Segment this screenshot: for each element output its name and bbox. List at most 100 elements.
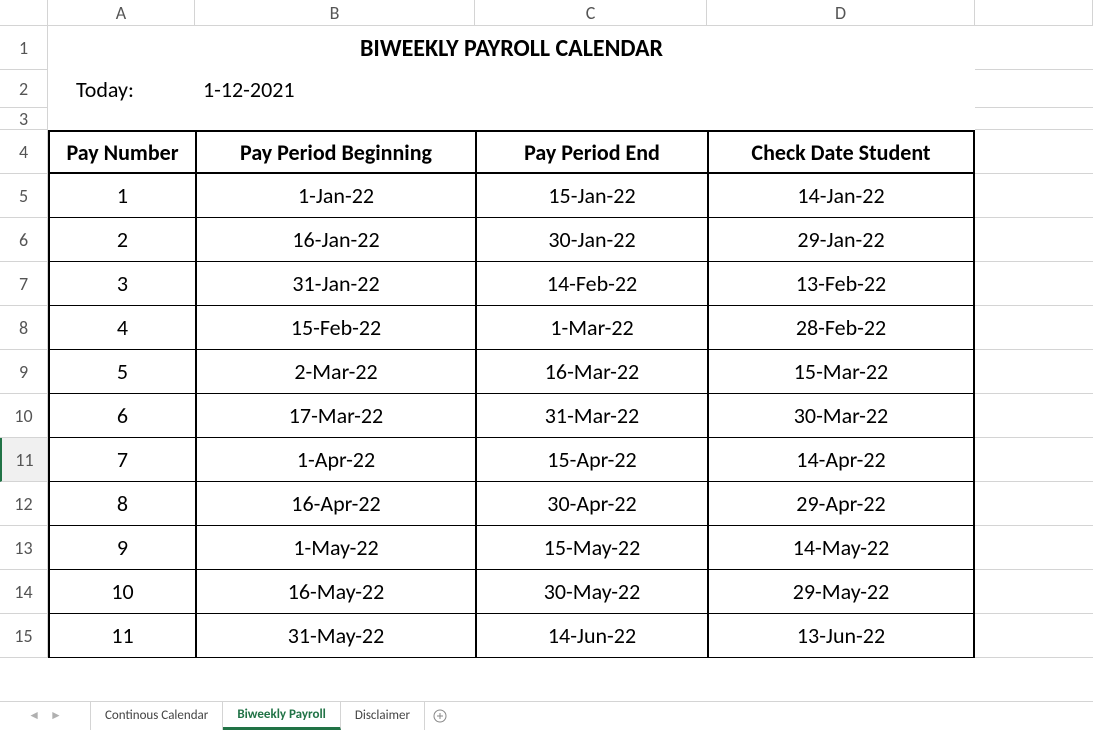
table-cell[interactable]: 16-Mar-22	[475, 350, 707, 394]
column-header-B[interactable]: B	[195, 0, 475, 26]
table-cell[interactable]: 30-Jan-22	[475, 218, 707, 262]
table-cell[interactable]: 14-Jan-22	[707, 174, 975, 218]
table-cell[interactable]: 16-Apr-22	[195, 482, 475, 526]
table-cell[interactable]: 1-Mar-22	[475, 306, 707, 350]
table-cell[interactable]: 17-Mar-22	[195, 394, 475, 438]
table-cell[interactable]: 1	[48, 174, 195, 218]
sheet-tab[interactable]: Disclaimer	[341, 702, 425, 730]
column-header-C[interactable]: C	[475, 0, 707, 26]
empty-cell	[975, 526, 1093, 570]
table-cell[interactable]: 30-Apr-22	[475, 482, 707, 526]
grid-row: 1391-May-2215-May-2214-May-22	[0, 526, 1093, 570]
empty-cell	[975, 306, 1093, 350]
empty-cell	[48, 108, 975, 130]
grid-row: 6216-Jan-2230-Jan-2229-Jan-22	[0, 218, 1093, 262]
empty-cell	[975, 438, 1093, 482]
table-cell[interactable]: 28-Feb-22	[707, 306, 975, 350]
row-header-10[interactable]: 10	[0, 394, 48, 438]
tab-nav-arrows[interactable]: ◄ ►	[0, 708, 90, 723]
tabs-host: Continous CalendarBiweekly PayrollDiscla…	[90, 702, 425, 730]
row-header-6[interactable]: 6	[0, 218, 48, 262]
empty-cell	[975, 174, 1093, 218]
table-cell[interactable]: 6	[48, 394, 195, 438]
select-all-corner[interactable]	[0, 0, 48, 26]
grid-row: 10617-Mar-2231-Mar-2230-Mar-22	[0, 394, 1093, 438]
empty-cell	[975, 70, 1093, 108]
table-cell[interactable]: 30-May-22	[475, 570, 707, 614]
grid-row: 3	[0, 108, 1093, 130]
table-cell[interactable]: 15-Jan-22	[475, 174, 707, 218]
table-cell[interactable]: 14-Apr-22	[707, 438, 975, 482]
table-cell[interactable]: 7	[48, 438, 195, 482]
table-cell[interactable]: 9	[48, 526, 195, 570]
table-cell[interactable]: 1-Jan-22	[195, 174, 475, 218]
table-cell[interactable]: 31-Jan-22	[195, 262, 475, 306]
table-cell[interactable]: 15-Feb-22	[195, 306, 475, 350]
table-cell[interactable]: 3	[48, 262, 195, 306]
row-header-14[interactable]: 14	[0, 570, 48, 614]
table-cell[interactable]: 30-Mar-22	[707, 394, 975, 438]
table-cell[interactable]: 14-Jun-22	[475, 614, 707, 658]
empty-cell	[975, 130, 1093, 174]
row-header-15[interactable]: 15	[0, 614, 48, 658]
grid-row: 2Today:1-12-2021	[0, 70, 1093, 108]
table-cell[interactable]: 8	[48, 482, 195, 526]
table-cell[interactable]: 29-May-22	[707, 570, 975, 614]
add-sheet-button[interactable]	[425, 709, 455, 723]
row-header-1[interactable]: 1	[0, 26, 48, 70]
table-cell[interactable]: 31-May-22	[195, 614, 475, 658]
row-header-8[interactable]: 8	[0, 306, 48, 350]
table-cell[interactable]: 15-Mar-22	[707, 350, 975, 394]
row-header-3[interactable]: 3	[0, 108, 48, 130]
row-header-4[interactable]: 4	[0, 130, 48, 174]
table-cell[interactable]: 4	[48, 306, 195, 350]
grid-row: 7331-Jan-2214-Feb-2213-Feb-22	[0, 262, 1093, 306]
row-header-2[interactable]: 2	[0, 70, 48, 108]
grid-row: 141016-May-2230-May-2229-May-22	[0, 570, 1093, 614]
column-header-blank	[975, 0, 1093, 26]
table-cell[interactable]: 2	[48, 218, 195, 262]
table-cell[interactable]: 10	[48, 570, 195, 614]
empty-cell	[975, 614, 1093, 658]
empty-cell	[975, 350, 1093, 394]
table-cell[interactable]: 16-Jan-22	[195, 218, 475, 262]
grid-row: 151131-May-2214-Jun-2213-Jun-22	[0, 614, 1093, 658]
empty-cell	[975, 108, 1093, 130]
row-header-5[interactable]: 5	[0, 174, 48, 218]
today-label: Today:	[48, 70, 195, 108]
table-cell[interactable]: 15-Apr-22	[475, 438, 707, 482]
table-cell[interactable]: 1-May-22	[195, 526, 475, 570]
row-header-7[interactable]: 7	[0, 262, 48, 306]
spreadsheet-grid: ABCD1BIWEEKLY PAYROLL CALENDAR2Today:1-1…	[0, 0, 1093, 658]
grid-row: 952-Mar-2216-Mar-2215-Mar-22	[0, 350, 1093, 394]
grid-row: 1171-Apr-2215-Apr-2214-Apr-22	[0, 438, 1093, 482]
table-cell[interactable]: 29-Apr-22	[707, 482, 975, 526]
sheet-tab[interactable]: Biweekly Payroll	[223, 702, 341, 730]
table-cell[interactable]: 14-Feb-22	[475, 262, 707, 306]
table-cell[interactable]: 14-May-22	[707, 526, 975, 570]
table-cell[interactable]: 13-Feb-22	[707, 262, 975, 306]
empty-cell	[975, 262, 1093, 306]
table-cell[interactable]: 1-Apr-22	[195, 438, 475, 482]
table-cell[interactable]: 13-Jun-22	[707, 614, 975, 658]
empty-cell	[975, 218, 1093, 262]
table-header: Pay Period End	[475, 130, 707, 174]
row-header-11[interactable]: 11	[0, 438, 48, 482]
empty-cell	[975, 26, 1093, 70]
column-header-D[interactable]: D	[707, 0, 975, 26]
table-cell[interactable]: 5	[48, 350, 195, 394]
row-header-12[interactable]: 12	[0, 482, 48, 526]
table-cell[interactable]: 29-Jan-22	[707, 218, 975, 262]
table-cell[interactable]: 16-May-22	[195, 570, 475, 614]
sheet-tab[interactable]: Continous Calendar	[90, 702, 223, 730]
table-cell[interactable]: 31-Mar-22	[475, 394, 707, 438]
table-cell[interactable]: 2-Mar-22	[195, 350, 475, 394]
row-header-9[interactable]: 9	[0, 350, 48, 394]
table-cell[interactable]: 15-May-22	[475, 526, 707, 570]
table-header: Pay Period Beginning	[195, 130, 475, 174]
table-cell[interactable]: 11	[48, 614, 195, 658]
table-header: Pay Number	[48, 130, 195, 174]
grid-row: 8415-Feb-221-Mar-2228-Feb-22	[0, 306, 1093, 350]
column-header-A[interactable]: A	[48, 0, 195, 26]
row-header-13[interactable]: 13	[0, 526, 48, 570]
